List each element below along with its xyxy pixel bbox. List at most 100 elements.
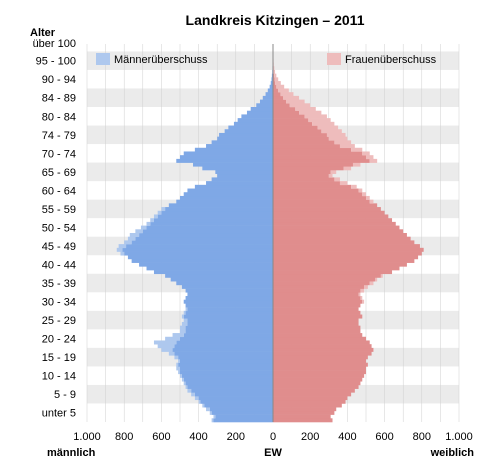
bar-female (273, 240, 415, 245)
bar-male (228, 125, 273, 130)
bar-male-surplus (180, 329, 186, 334)
legend-swatch-male-surplus (96, 53, 110, 65)
x-tick-label: 400 (189, 431, 207, 443)
bar-female (273, 418, 333, 423)
bar-female (273, 177, 335, 182)
bar-male-surplus (118, 244, 127, 249)
bar-female (273, 277, 376, 282)
bar-female (273, 296, 361, 301)
bar-female-surplus (274, 77, 279, 82)
bar-male (187, 318, 273, 323)
bar-female (273, 247, 424, 252)
bar-female (273, 255, 419, 260)
bar-female-surplus (274, 73, 277, 78)
bar-male-surplus (174, 355, 179, 360)
bar-male (180, 366, 273, 371)
bar-female (273, 233, 407, 238)
bar-male (168, 203, 273, 208)
bar-female-surplus (339, 144, 355, 149)
bar-male-surplus (165, 336, 180, 341)
bar-female-surplus (289, 103, 311, 108)
age-tick-label: 50 - 54 (42, 222, 76, 234)
bar-male-surplus (168, 351, 175, 356)
bar-female (273, 225, 400, 230)
bar-female (273, 107, 296, 112)
bar-male-surplus (120, 251, 125, 256)
age-tick-label: unter 5 (42, 408, 76, 420)
bar-female-surplus (273, 69, 276, 74)
bar-female (273, 114, 305, 119)
bar-female (273, 325, 361, 330)
bar-male (183, 314, 273, 319)
bar-male (180, 359, 273, 364)
bar-female (273, 236, 411, 241)
bar-male (270, 81, 273, 86)
bar-female (273, 292, 359, 297)
bar-female (273, 162, 353, 167)
bar-female-surplus (362, 151, 370, 156)
bar-male (153, 270, 273, 275)
bar-male (185, 329, 273, 334)
bar-female-surplus (375, 277, 378, 282)
bar-female (273, 251, 422, 256)
bar-male (150, 221, 273, 226)
legend-swatch-female-surplus (327, 53, 341, 65)
age-tick-label: 45 - 49 (42, 241, 76, 253)
bar-female (273, 410, 335, 415)
bar-female-surplus (366, 195, 370, 200)
bar-female (273, 392, 352, 397)
bar-male (174, 344, 273, 349)
bar-male (198, 396, 273, 401)
bar-male-surplus (187, 388, 192, 393)
bar-female (273, 81, 276, 86)
bar-female-surplus (358, 292, 361, 297)
bar-male (193, 162, 273, 167)
bar-female-surplus (369, 281, 374, 286)
bar-male (241, 114, 273, 119)
bar-female-surplus (328, 136, 348, 141)
bar-male (180, 195, 273, 200)
bar-female (273, 266, 400, 271)
bar-female-surplus (278, 88, 289, 93)
bar-male (217, 173, 273, 178)
bar-female-surplus (317, 125, 339, 130)
bar-male (194, 184, 273, 189)
bar-male (271, 77, 273, 82)
bar-male-surplus (181, 321, 188, 326)
x-tick-label: 1.000 (445, 431, 473, 443)
bar-female (273, 192, 363, 197)
bar-male-surplus (213, 414, 216, 419)
bar-female-surplus (369, 158, 378, 163)
bar-female (273, 166, 344, 171)
age-tick-labels: unter 5 5 - 9 10 - 14 15 - 19 20 - 24 25 - 29… (33, 38, 76, 420)
bar-male (215, 170, 273, 175)
bar-female (273, 359, 366, 364)
bar-female (273, 366, 366, 371)
x-tick-label: 400 (338, 431, 356, 443)
bar-male (170, 277, 273, 282)
bar-male (271, 73, 273, 78)
bar-male-surplus (150, 218, 154, 223)
age-tick-label: 74 - 79 (42, 130, 76, 142)
bar-female (273, 414, 331, 419)
bar-male-surplus (146, 221, 151, 226)
bar-female (273, 203, 378, 208)
bar-male (185, 325, 273, 330)
bar-male (204, 403, 273, 408)
bar-male-surplus (135, 229, 143, 234)
bar-male (256, 103, 273, 108)
bar-male (178, 355, 273, 360)
bar-female (273, 140, 335, 145)
bar-male-surplus (161, 347, 173, 352)
bar-female (273, 329, 361, 334)
legend-label-male-surplus: Männerüberschuss (114, 54, 208, 66)
bar-male (200, 399, 273, 404)
bar-female-surplus (276, 84, 285, 89)
bar-male (202, 166, 273, 171)
bar-male-surplus (124, 240, 132, 245)
bar-female (273, 355, 368, 360)
bar-female (273, 333, 363, 338)
bar-male-surplus (180, 325, 186, 330)
bar-male-surplus (181, 314, 184, 319)
